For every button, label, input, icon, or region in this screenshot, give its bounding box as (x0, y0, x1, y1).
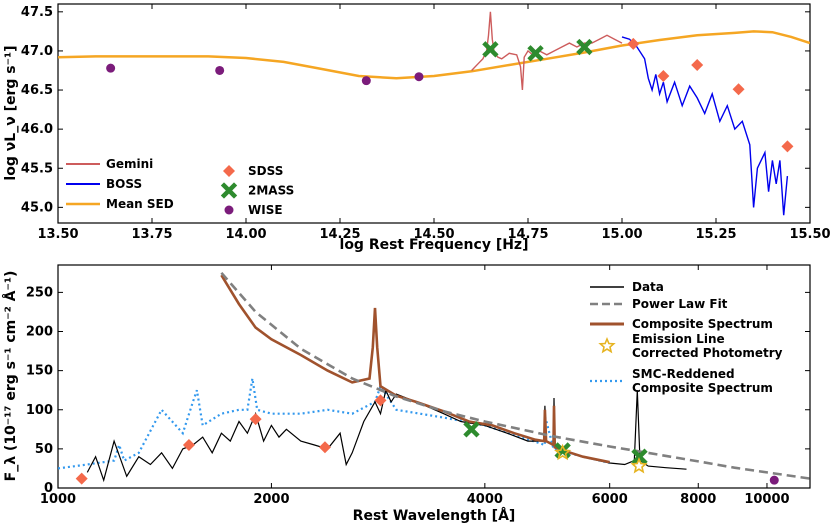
twomass-point (631, 448, 648, 465)
legend-label-powerlaw: Power Law Fit (632, 297, 728, 311)
bottom-ticks: 1000 2000 4000 6000 8000 10000 0 50 100 150 200 250 (26, 265, 810, 507)
top-series (58, 11, 810, 216)
bottom-y-tick-label: 250 (26, 285, 53, 300)
smc-reddened-line (58, 378, 610, 470)
legend-label-twomass: 2MASS (248, 184, 294, 198)
bottom-x-tick-label: 4000 (467, 492, 503, 507)
sdss-point (182, 438, 195, 451)
top-y-tick-label: 45.0 (21, 200, 53, 215)
boss-line (621, 36, 789, 216)
top-y-tick-label: 46.5 (21, 83, 53, 98)
bottom-x-tick-label: 8000 (680, 492, 716, 507)
sdss-point (691, 59, 704, 72)
top-x-tick-label: 14.50 (413, 227, 454, 242)
top-ticks: 13.50 13.75 14.00 14.25 14.50 14.75 15.00 15.25… (21, 4, 830, 242)
bottom-x-tick-label: 6000 (592, 492, 628, 507)
top-y-tick-label: 45.5 (21, 161, 53, 176)
bottom-y-tick-label: 0 (44, 481, 53, 496)
sdss-point (781, 140, 794, 153)
legend-label-mean_sed: Mean SED (106, 197, 174, 211)
top-y-tick-label: 47.5 (21, 5, 53, 20)
bottom-x-tick-label: 1000 (40, 492, 76, 507)
top-x-tick-label: 15.25 (695, 227, 736, 242)
bottom-x-tick-label: 10000 (744, 492, 789, 507)
top-x-tick-label: 13.75 (131, 227, 172, 242)
legend-label-boss: BOSS (106, 177, 142, 191)
bottom-plot-frame (57, 264, 811, 489)
sdss-point (732, 83, 745, 96)
legend-label-composite: Composite Spectrum (632, 317, 773, 331)
legend-label2-reddened: Composite Spectrum (632, 381, 773, 395)
top-x-tick-label: 15.00 (601, 227, 642, 242)
top-y-tick-label: 46.0 (21, 122, 53, 137)
sdss-point (318, 441, 331, 454)
bottom-y-tick-label: 150 (26, 364, 53, 379)
bottom-x-axis-label: Rest Wavelength [Å] (353, 507, 516, 524)
legend-marker-sdss (223, 165, 235, 177)
top-x-tick-label: 13.50 (37, 227, 78, 242)
twomass-point (527, 45, 544, 62)
sdss-point (75, 472, 88, 485)
wise-point (769, 475, 779, 485)
legend-label-sdss: SDSS (248, 164, 283, 178)
wise-point (215, 65, 225, 75)
composite-spectrum-line (220, 274, 610, 464)
top-legend: Gemini BOSS Mean SED SDSS 2MASS WISE (66, 157, 294, 217)
twomass-point (576, 38, 593, 56)
top-x-tick-label: 14.25 (319, 227, 360, 242)
mean-sed-line (58, 30, 810, 80)
wise-point (414, 72, 424, 82)
legend-label-reddened: SMC-Reddened (632, 367, 735, 381)
sdss-point (249, 413, 262, 426)
power-law-fit-line (220, 271, 810, 480)
bottom-y-tick-label: 200 (26, 325, 53, 340)
data-line (86, 388, 687, 483)
wise-point (361, 76, 371, 86)
top-x-axis-label: log Rest Frequency [Hz] (340, 237, 529, 253)
bottom-y-tick-label: 50 (35, 442, 53, 457)
top-y-tick-label: 47.0 (21, 44, 53, 59)
bottom-x-tick-label: 2000 (253, 492, 289, 507)
bottom-markers (75, 394, 779, 485)
emission-corrected-point (554, 443, 572, 461)
legend-label2-emission_star: Corrected Photometry (632, 346, 783, 360)
legend-label-gemini: Gemini (106, 157, 153, 171)
twomass-point (482, 41, 499, 58)
sdss-point (627, 37, 640, 50)
top-panel: 13.50 13.75 14.00 14.25 14.50 14.75 15.00 15.25… (3, 3, 830, 253)
sdss-point (374, 394, 387, 407)
bottom-y-tick-label: 100 (26, 403, 53, 418)
legend-label-wise: WISE (248, 203, 283, 217)
top-plot-frame (57, 3, 811, 224)
bottom-y-axis-label: F_λ (10⁻¹⁷ erg s⁻¹ cm⁻² Å⁻¹) (2, 271, 19, 482)
wise-point (106, 63, 116, 73)
legend-label-data: Data (632, 280, 664, 294)
twomass-point (463, 421, 480, 438)
legend-marker-twomass (220, 182, 238, 199)
legend-marker-emission_star (598, 336, 616, 354)
bottom-panel: 1000 2000 4000 6000 8000 10000 0 50 100 150 200 250… (2, 264, 811, 524)
top-x-tick-label: 14.00 (225, 227, 266, 242)
emission-corrected-point (630, 457, 648, 474)
top-y-axis-label: log νL_ν [erg s⁻¹] (3, 45, 19, 180)
legend-label-emission_star: Emission Line (632, 332, 725, 346)
top-x-tick-label: 15.50 (789, 227, 830, 242)
top-markers (106, 37, 794, 153)
legend-marker-wise (224, 205, 234, 215)
sdss-point (657, 69, 670, 82)
top-x-tick-label: 14.75 (507, 227, 548, 242)
